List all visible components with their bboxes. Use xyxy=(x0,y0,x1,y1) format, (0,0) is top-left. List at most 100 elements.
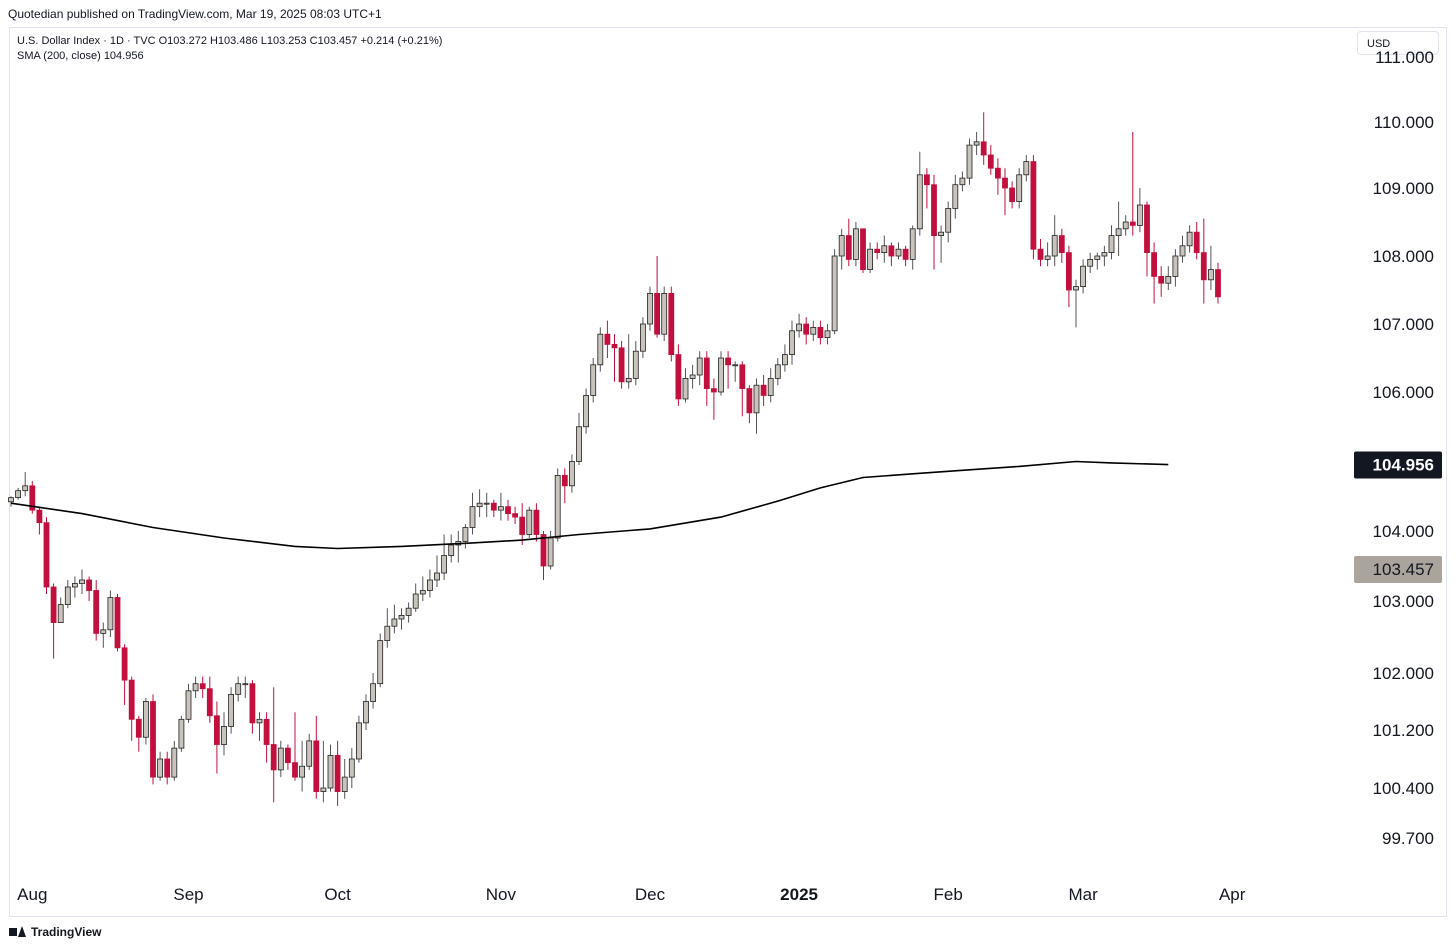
candle-body xyxy=(250,684,255,723)
candle-body xyxy=(214,716,219,745)
candle xyxy=(1194,222,1199,259)
candle-body xyxy=(598,334,603,365)
candle xyxy=(1109,225,1114,259)
candle xyxy=(498,493,503,521)
candle-body xyxy=(1173,256,1178,276)
candle xyxy=(775,358,780,385)
candle xyxy=(924,168,929,208)
candle-body xyxy=(278,748,283,770)
candle xyxy=(726,351,731,388)
candle xyxy=(868,242,873,273)
candle-body xyxy=(9,498,14,502)
candle xyxy=(80,570,85,595)
candle-body xyxy=(960,178,965,185)
candle-body xyxy=(1152,253,1157,277)
y-tick-label: 109.000 xyxy=(1373,179,1434,198)
candle-body xyxy=(94,591,99,634)
candle xyxy=(846,219,851,267)
candle-body xyxy=(80,580,85,584)
candle-body xyxy=(747,389,752,413)
candle-body xyxy=(903,249,908,259)
candle-body xyxy=(939,232,944,235)
candle-body xyxy=(853,229,858,260)
x-tick-label: Sep xyxy=(173,885,203,904)
y-tick-label: 100.400 xyxy=(1373,779,1434,798)
candle xyxy=(655,256,660,338)
candle-body xyxy=(58,605,63,623)
candle-body xyxy=(868,249,873,269)
candle-body xyxy=(946,208,951,232)
candle xyxy=(406,602,411,622)
candle xyxy=(690,365,695,389)
candle-body xyxy=(136,719,141,737)
footer-brand: TradingView xyxy=(31,925,101,939)
candle-body xyxy=(243,684,248,685)
candle xyxy=(364,694,369,730)
candle xyxy=(683,368,688,402)
x-tick-label: Mar xyxy=(1068,885,1098,904)
candle xyxy=(939,225,944,262)
y-tick-label: 106.000 xyxy=(1373,383,1434,402)
candle xyxy=(988,145,993,175)
candle xyxy=(648,287,653,331)
candle-body xyxy=(655,293,660,334)
candle xyxy=(1102,246,1107,266)
candle-body xyxy=(335,755,340,791)
candle xyxy=(626,334,631,388)
candle xyxy=(108,591,113,638)
candle-body xyxy=(605,334,610,344)
candle-body xyxy=(1180,246,1185,256)
candle xyxy=(1216,263,1221,304)
candle-body xyxy=(23,486,28,491)
candle-body xyxy=(832,256,837,331)
candle xyxy=(335,741,340,806)
candle xyxy=(853,222,858,266)
candle-body xyxy=(683,378,688,399)
candle xyxy=(356,716,361,763)
candle xyxy=(605,321,610,358)
candle-body xyxy=(491,503,496,510)
candle-body xyxy=(328,755,333,788)
candle-body xyxy=(463,528,468,542)
candle-body xyxy=(846,236,851,260)
candle xyxy=(676,344,681,406)
candle-body xyxy=(711,389,716,392)
candle xyxy=(1180,236,1185,263)
candle-body xyxy=(385,626,390,640)
candle-body xyxy=(697,358,702,375)
candle xyxy=(87,577,92,602)
candle-body xyxy=(356,723,361,759)
candle-body xyxy=(910,229,915,260)
candle xyxy=(1003,168,1008,215)
candle-body xyxy=(676,355,681,399)
x-tick-label: Apr xyxy=(1219,885,1246,904)
footer[interactable]: TradingView xyxy=(9,925,101,939)
candle-body xyxy=(1038,249,1043,259)
candle xyxy=(1159,266,1164,297)
candle xyxy=(1130,132,1135,236)
candle xyxy=(889,242,894,266)
candle-body xyxy=(640,324,645,351)
candle-body xyxy=(875,249,880,252)
candle xyxy=(839,229,844,270)
candle xyxy=(1081,259,1086,293)
candle-body xyxy=(861,229,866,270)
candle-body xyxy=(484,503,489,504)
candle-body xyxy=(37,510,42,523)
candle xyxy=(932,175,937,270)
candle xyxy=(371,673,376,709)
y-tick-label: 107.000 xyxy=(1373,315,1434,334)
candle xyxy=(719,351,724,395)
candle-body xyxy=(1088,259,1093,266)
candle xyxy=(349,748,354,788)
candle-body xyxy=(1201,253,1206,280)
candle xyxy=(1095,253,1100,270)
candle-body xyxy=(342,777,347,791)
candle xyxy=(37,507,42,535)
candle-body xyxy=(633,351,638,378)
candle-body xyxy=(669,293,674,354)
candle xyxy=(1031,155,1036,259)
candle-body xyxy=(222,726,227,744)
candle-body xyxy=(87,580,92,591)
